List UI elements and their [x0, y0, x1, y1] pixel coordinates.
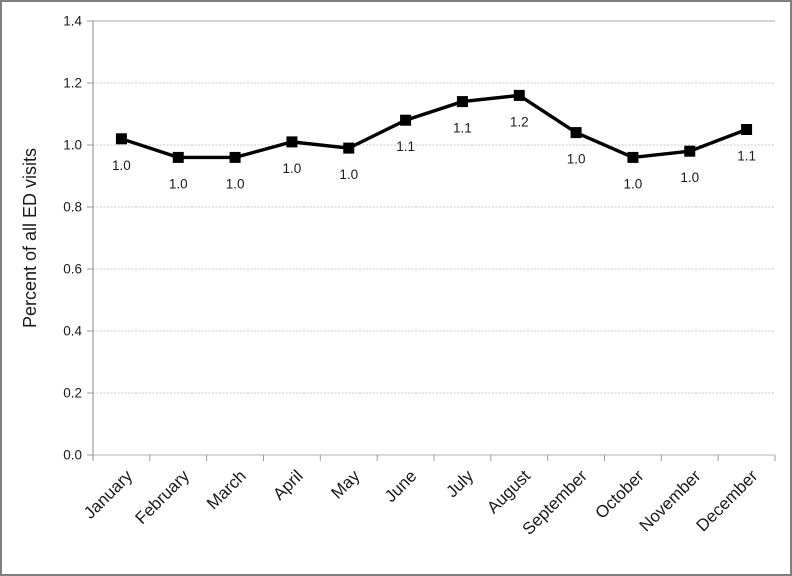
- data-point-label: 1.0: [339, 167, 358, 182]
- x-category-label: March: [203, 466, 250, 513]
- data-point-label: 1.1: [737, 149, 756, 164]
- data-point-marker: [684, 145, 696, 157]
- data-point-label: 1.0: [169, 176, 188, 191]
- y-tick-label: 1.2: [63, 76, 82, 91]
- y-tick-label: 1.4: [63, 14, 82, 29]
- data-point-marker: [286, 136, 298, 148]
- y-axis-title: Percent of all ED visits: [20, 147, 40, 329]
- data-point-marker: [741, 124, 753, 135]
- y-tick-label: 0.6: [63, 262, 82, 277]
- data-point-marker: [513, 89, 525, 101]
- data-point-marker: [115, 133, 127, 145]
- data-point-label: 1.0: [567, 152, 586, 167]
- data-point-label: 1.1: [396, 139, 415, 154]
- data-point-label: 1.0: [112, 158, 131, 173]
- data-point-label: 1.1: [453, 121, 472, 136]
- x-category-label: December: [693, 466, 762, 535]
- data-point-label: 1.0: [283, 161, 302, 176]
- data-point-marker: [343, 142, 355, 154]
- x-category-label: June: [381, 466, 421, 506]
- data-point-marker: [229, 151, 241, 163]
- data-point-marker: [570, 127, 582, 139]
- data-line: [120, 93, 748, 160]
- y-tick-label: 0.4: [63, 324, 82, 339]
- x-category-label: May: [327, 466, 363, 502]
- data-point-label: 1.0: [226, 176, 245, 191]
- data-point-label: 1.0: [624, 176, 643, 191]
- data-point-label: 1.0: [680, 170, 699, 185]
- data-point-marker: [627, 151, 639, 163]
- y-tick-label: 0.0: [63, 448, 82, 463]
- x-category-label: January: [80, 466, 137, 523]
- data-point-marker: [456, 96, 468, 108]
- y-tick-label: 0.8: [63, 200, 82, 215]
- y-tick-label: 0.2: [63, 386, 82, 401]
- y-tick-label: 1.0: [63, 138, 82, 153]
- x-category-label: April: [269, 466, 306, 503]
- data-point-marker: [172, 151, 184, 163]
- x-category-label: July: [442, 466, 477, 501]
- data-point-marker: [400, 114, 412, 126]
- x-category-label: February: [132, 466, 194, 528]
- x-category-label: August: [483, 466, 534, 517]
- data-point-label: 1.2: [510, 114, 529, 129]
- x-category-label: October: [592, 466, 648, 522]
